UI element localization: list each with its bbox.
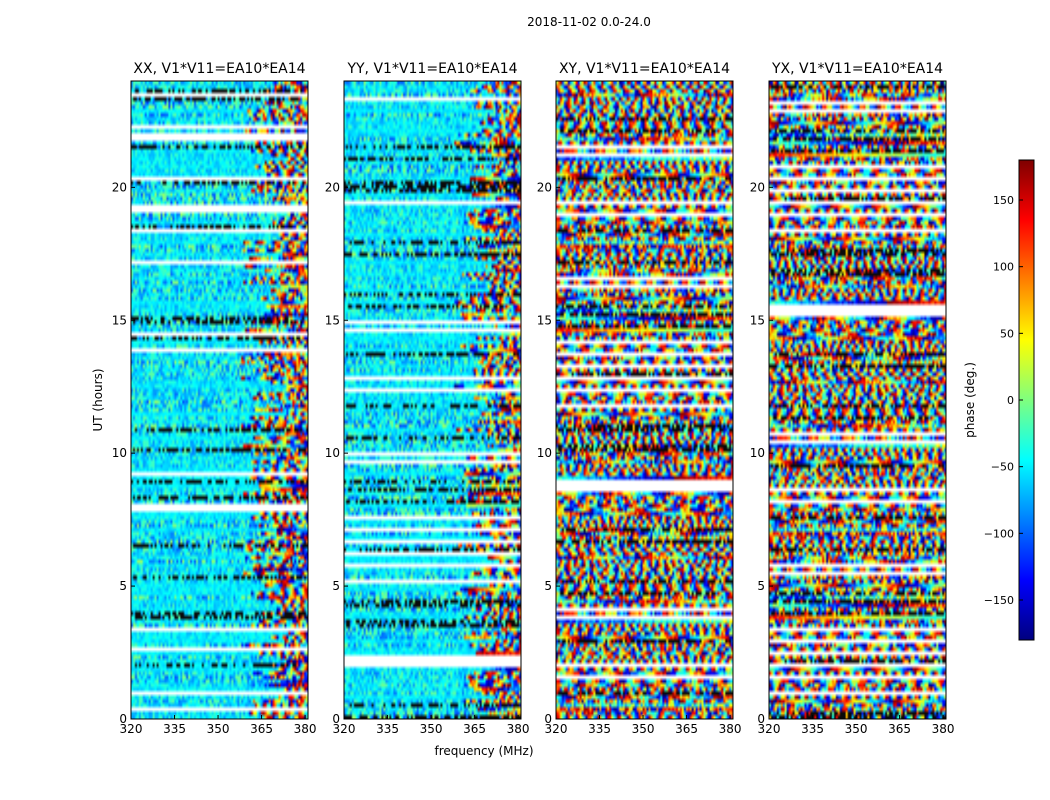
panel-frame	[130, 80, 309, 720]
panel-xy: XY, V1*V11=EA10*EA14 320 335 350 365 380 0 5 10 1…	[537, 61, 742, 736]
heatmap-image	[769, 81, 946, 719]
colorbar-tick-label: 150	[993, 194, 1014, 207]
colorbar-tick-label: −100	[984, 527, 1014, 540]
x-tick-label: 350	[207, 722, 230, 736]
panel-title: YX, V1*V11=EA10*EA14	[771, 61, 943, 77]
colorbar-tick-label: −50	[991, 461, 1014, 474]
x-tick-label: 350	[632, 722, 655, 736]
panel-yy: YY, V1*V11=EA10*EA14 320 335 350 365 380 0 5 10 1…	[325, 61, 530, 736]
y-tick-label: 15	[750, 313, 765, 327]
x-tick-label: 320	[120, 722, 143, 736]
x-tick-label: 335	[801, 722, 824, 736]
y-tick-label: 5	[757, 579, 765, 593]
x-tick-label: 380	[719, 722, 742, 736]
y-axis-label: UT (hours)	[91, 368, 105, 431]
y-tick-label: 20	[112, 180, 127, 194]
y-tick-label: 20	[325, 180, 340, 194]
x-tick-label: 380	[294, 722, 317, 736]
colorbar-tick-label: 0	[1007, 394, 1014, 407]
y-tick-label: 20	[537, 180, 552, 194]
x-tick-label: 380	[507, 722, 530, 736]
y-tick-label: 10	[112, 446, 127, 460]
x-tick-label: 320	[758, 722, 781, 736]
y-tick-label: 15	[537, 313, 552, 327]
x-tick-label: 320	[545, 722, 568, 736]
y-tick-label: 5	[119, 579, 127, 593]
y-tick-label: 15	[112, 313, 127, 327]
x-tick-label: 365	[675, 722, 698, 736]
x-tick-label: 320	[333, 722, 356, 736]
x-tick-label: 335	[588, 722, 611, 736]
panel-frame	[343, 80, 522, 720]
y-tick-label: 20	[750, 180, 765, 194]
x-tick-label: 380	[932, 722, 955, 736]
y-tick-label: 0	[757, 712, 765, 726]
colorbar-tick-label: −150	[984, 594, 1014, 607]
panel-frame	[555, 80, 734, 720]
x-tick-label: 365	[463, 722, 486, 736]
panel-frame	[768, 80, 947, 720]
colorbar-tick-label: 50	[1000, 327, 1014, 340]
y-tick-label: 0	[332, 712, 340, 726]
y-tick-label: 10	[325, 446, 340, 460]
y-tick-label: 5	[544, 579, 552, 593]
x-tick-label: 365	[888, 722, 911, 736]
panel-title: XX, V1*V11=EA10*EA14	[133, 61, 305, 77]
heatmap-image	[131, 81, 308, 719]
y-tick-label: 10	[537, 446, 552, 460]
panel-title: XY, V1*V11=EA10*EA14	[559, 61, 730, 77]
heatmap-image	[556, 81, 733, 719]
y-tick-label: 0	[119, 712, 127, 726]
panel-xx: XX, V1*V11=EA10*EA14 320 335 350 365 380 0 5 10 1…	[112, 61, 317, 736]
x-tick-label: 335	[376, 722, 399, 736]
colorbar-tick-label: 100	[993, 261, 1014, 274]
colorbar: −150 −100 −50 0 50 100 150 phase (deg.)	[963, 159, 1035, 641]
x-axis-label: frequency (MHz)	[434, 744, 533, 758]
x-tick-label: 365	[250, 722, 273, 736]
panel-yx: YX, V1*V11=EA10*EA14 320 335 350 365 380 0 5 10 1…	[750, 61, 955, 736]
x-tick-label: 350	[420, 722, 443, 736]
y-tick-label: 15	[325, 313, 340, 327]
figure-suptitle: 2018-11-02 0.0-24.0	[527, 15, 651, 29]
panels-group: XX, V1*V11=EA10*EA14 320 335 350 365 380 0 5 10 1…	[112, 61, 955, 736]
panel-title: YY, V1*V11=EA10*EA14	[346, 61, 517, 77]
y-tick-label: 10	[750, 446, 765, 460]
heatmap-image	[344, 81, 521, 719]
colorbar-label: phase (deg.)	[963, 362, 977, 438]
x-tick-label: 350	[845, 722, 868, 736]
y-tick-label: 0	[544, 712, 552, 726]
x-tick-label: 335	[163, 722, 186, 736]
y-tick-label: 5	[332, 579, 340, 593]
